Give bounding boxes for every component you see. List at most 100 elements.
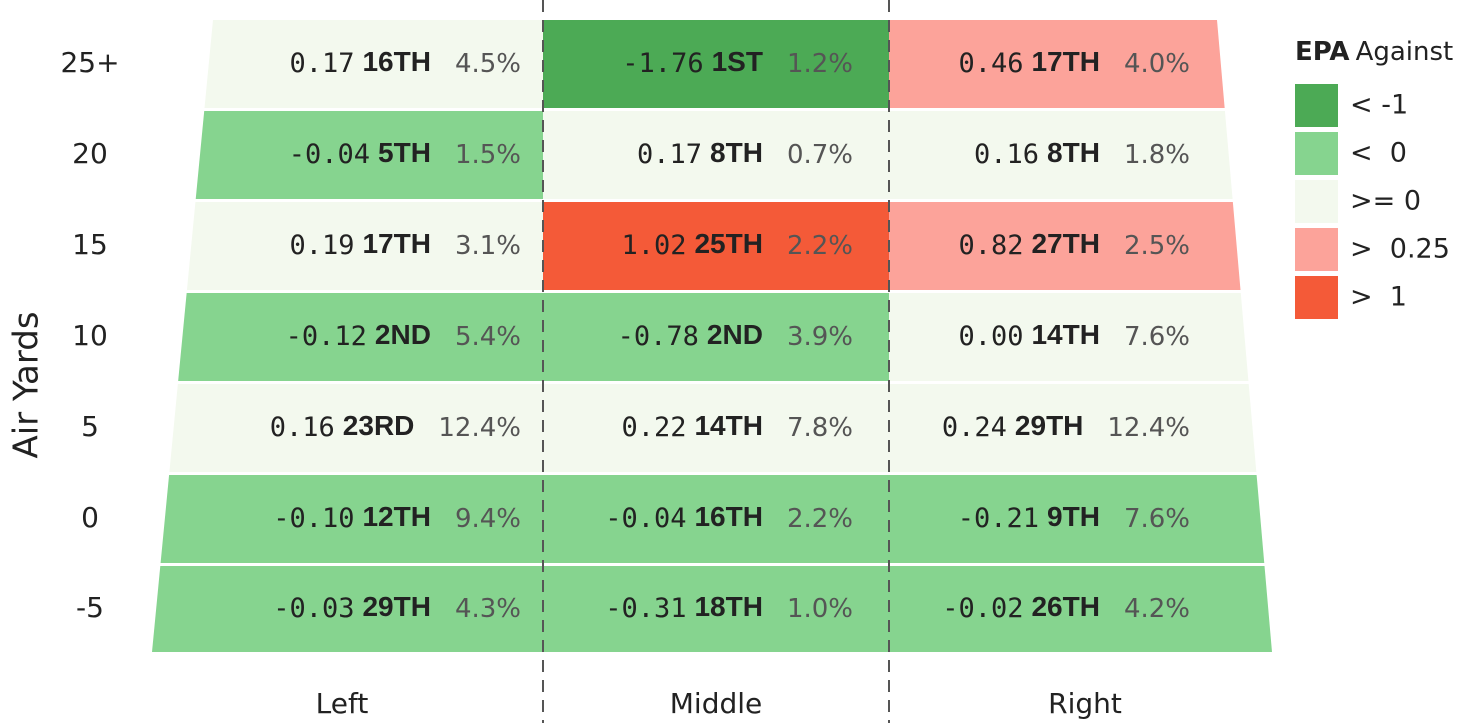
epa: -0.10 — [273, 503, 354, 534]
pct: 12.4% — [438, 413, 521, 443]
legend-title-bold: EPA — [1295, 37, 1350, 67]
epa: -0.04 — [605, 503, 686, 534]
rank: 12TH — [362, 501, 430, 532]
rank: 5TH — [378, 137, 431, 168]
cell — [543, 566, 889, 652]
rank: 2ND — [707, 319, 763, 350]
legend-label: < 0 — [1350, 138, 1407, 169]
pct: 1.0% — [787, 594, 853, 624]
rank: 23RD — [343, 410, 415, 441]
cell — [889, 475, 1265, 563]
pct: 2.2% — [787, 231, 853, 261]
rank: 14TH — [694, 410, 762, 441]
cell — [543, 475, 889, 563]
epa: -0.12 — [286, 321, 367, 352]
rank: 16TH — [362, 46, 430, 77]
legend-swatch — [1295, 132, 1338, 175]
pct: 1.2% — [787, 49, 853, 79]
cell — [543, 111, 889, 199]
rank: 25TH — [694, 228, 762, 259]
column-label: Middle — [670, 687, 763, 720]
rank: 8TH — [1047, 137, 1100, 168]
cell-text: -0.03 29TH 4.3% — [273, 591, 521, 623]
cell-text: -0.04 5TH 1.5% — [289, 137, 521, 169]
cell — [889, 20, 1225, 108]
cell-text: 0.19 17TH 3.1% — [289, 228, 521, 260]
pct: 2.2% — [787, 504, 853, 534]
rank: 26TH — [1031, 591, 1099, 622]
legend-label: >= 0 — [1350, 186, 1421, 217]
legend-swatch — [1295, 228, 1338, 271]
column-label: Left — [316, 687, 369, 720]
cell-text: 0.17 16TH 4.5% — [289, 46, 521, 78]
pct: 2.5% — [1124, 231, 1190, 261]
cell-text: 0.16 23RD 12.4% — [270, 410, 521, 442]
epa: 0.19 — [289, 230, 354, 261]
pct: 7.6% — [1124, 504, 1190, 534]
legend-label: > 0.25 — [1350, 234, 1450, 265]
epa: -0.21 — [958, 503, 1039, 534]
pct: 7.8% — [787, 413, 853, 443]
pct: 4.5% — [455, 49, 521, 79]
epa: 0.00 — [958, 321, 1023, 352]
rank: 18TH — [694, 591, 762, 622]
cell-text: -1.76 1ST 1.2% — [622, 46, 853, 78]
epa: 0.16 — [270, 412, 335, 443]
pct: 4.2% — [1124, 594, 1190, 624]
cell-text: -0.02 26TH 4.2% — [942, 591, 1190, 623]
pct: 7.6% — [1124, 322, 1190, 352]
cell — [543, 384, 889, 472]
epa: -0.78 — [618, 321, 699, 352]
cell — [186, 202, 543, 290]
rank: 29TH — [362, 591, 430, 622]
legend-swatch — [1295, 276, 1338, 319]
cell — [543, 202, 889, 290]
rank: 14TH — [1031, 319, 1099, 350]
epa: 0.17 — [289, 48, 354, 79]
cell-text: -0.10 12TH 9.4% — [273, 501, 521, 533]
row-label: 5 — [81, 410, 99, 443]
epa: 0.16 — [974, 139, 1039, 170]
row-label: 20 — [72, 137, 108, 170]
cell-text: 0.82 27TH 2.5% — [958, 228, 1190, 260]
cell-text: 0.22 14TH 7.8% — [621, 410, 853, 442]
y-axis-label: Air Yards — [7, 311, 47, 458]
cell — [152, 566, 543, 652]
rank: 8TH — [710, 137, 763, 168]
epa: 0.17 — [637, 139, 702, 170]
epa: -0.04 — [289, 139, 370, 170]
epa: -0.31 — [605, 593, 686, 624]
row-label: 0 — [81, 501, 99, 534]
cell — [169, 384, 543, 472]
epa: -0.03 — [273, 593, 354, 624]
legend-swatch — [1295, 84, 1338, 127]
cell — [889, 202, 1241, 290]
epa: -0.02 — [942, 593, 1023, 624]
legend-title: EPA Against — [1295, 37, 1453, 67]
cell-text: 0.16 8TH 1.8% — [974, 137, 1190, 169]
cell-text: 0.00 14TH 7.6% — [958, 319, 1190, 351]
epa: 0.46 — [958, 48, 1023, 79]
cell-text: 0.24 29TH 12.4% — [942, 410, 1190, 442]
cell-text: -0.21 9TH 7.6% — [958, 501, 1190, 533]
cell — [889, 384, 1257, 472]
rank: 1ST — [712, 46, 763, 77]
cell — [160, 475, 543, 563]
legend-title-rest: Against — [1356, 37, 1454, 67]
pct: 1.5% — [455, 140, 521, 170]
epa: 0.24 — [942, 412, 1007, 443]
pct: 1.8% — [1124, 140, 1190, 170]
epa: 1.02 — [621, 230, 686, 261]
pct: 4.0% — [1124, 49, 1190, 79]
epa: -1.76 — [622, 48, 703, 79]
row-label: 10 — [72, 319, 108, 352]
cell-text: -0.12 2ND 5.4% — [286, 319, 521, 351]
cell — [543, 20, 889, 108]
cell-text: 0.46 17TH 4.0% — [958, 46, 1190, 78]
rank: 29TH — [1015, 410, 1083, 441]
pct: 0.7% — [787, 140, 853, 170]
cell — [543, 293, 889, 381]
rank: 27TH — [1031, 228, 1099, 259]
pct: 12.4% — [1107, 413, 1190, 443]
